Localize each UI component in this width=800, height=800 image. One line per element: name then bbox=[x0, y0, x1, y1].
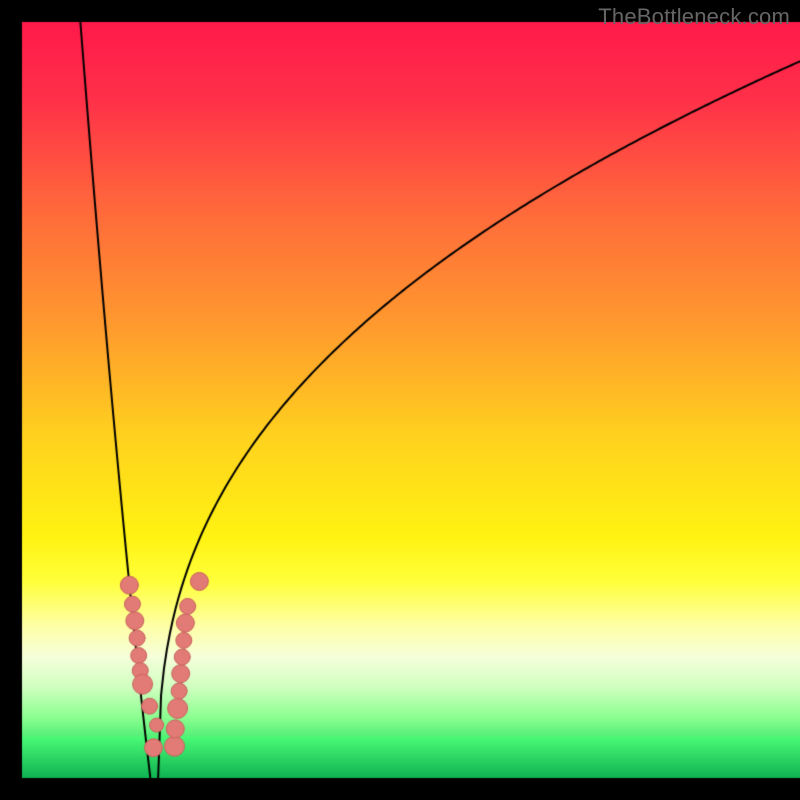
watermark-text: TheBottleneck.com bbox=[598, 4, 790, 30]
bottleneck-chart-canvas bbox=[0, 0, 800, 800]
